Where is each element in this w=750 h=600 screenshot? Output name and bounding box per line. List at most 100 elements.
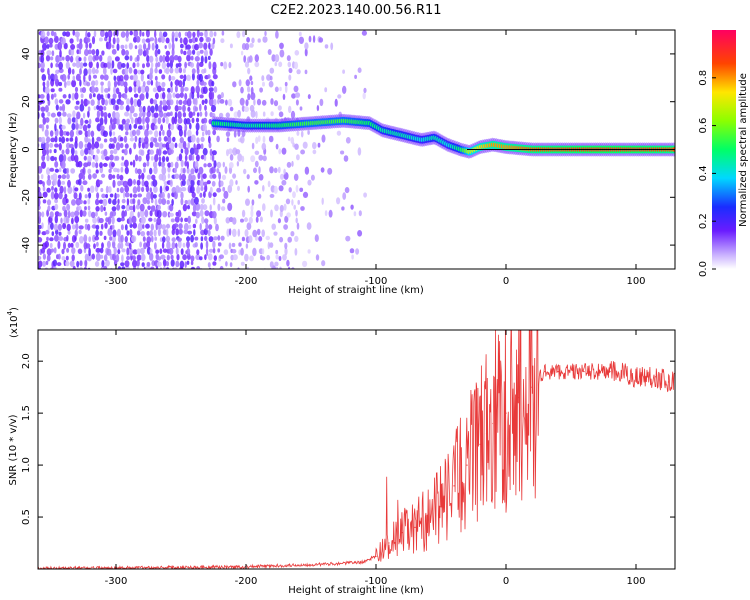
noise-cell: [79, 209, 84, 218]
noise-cell: [124, 44, 128, 49]
noise-cell: [173, 167, 177, 174]
noise-cell: [124, 111, 130, 117]
noise-cell: [70, 242, 74, 248]
noise-cell: [91, 67, 96, 75]
noise-cell: [271, 54, 276, 62]
noise-cell: [53, 148, 57, 154]
noise-cell: [98, 37, 103, 42]
noise-cell: [142, 197, 148, 205]
noise-cell: [71, 224, 76, 230]
noise-cell: [125, 30, 129, 38]
noise-cell: [112, 179, 116, 188]
noise-cell: [208, 87, 214, 92]
noise-cell: [148, 217, 153, 222]
noise-cell: [111, 44, 115, 49]
noise-cell: [87, 138, 91, 143]
noise-cell: [258, 174, 264, 181]
noise-cell: [138, 174, 142, 180]
noise-cell: [54, 123, 57, 132]
noise-cell: [116, 173, 120, 180]
noise-cell: [66, 80, 71, 86]
noise-cell: [58, 154, 64, 163]
noise-cell: [198, 166, 204, 175]
noise-cell: [126, 62, 130, 69]
noise-cell: [121, 198, 126, 204]
noise-cell: [46, 187, 51, 193]
noise-cell: [154, 198, 158, 206]
noise-cell: [115, 104, 119, 111]
noise-cell: [200, 55, 204, 64]
noise-cell: [273, 185, 278, 194]
noise-cell: [204, 98, 208, 105]
noise-cell: [208, 248, 214, 253]
noise-cell: [89, 185, 95, 193]
noise-cell: [278, 148, 282, 155]
noise-cell: [41, 154, 46, 162]
noise-cell: [211, 180, 216, 187]
noise-cell: [187, 142, 190, 149]
noise-cell: [83, 74, 86, 82]
noise-cell: [107, 112, 111, 119]
svg-text:(x104): (x104): [6, 307, 20, 338]
noise-cell: [75, 100, 80, 105]
noise-cell: [341, 206, 345, 211]
noise-cell: [48, 73, 51, 81]
noise-cell: [160, 35, 165, 44]
noise-cell: [102, 162, 108, 167]
noise-cell: [57, 223, 63, 231]
noise-cell: [198, 42, 203, 49]
noise-cell: [112, 37, 116, 45]
noise-cell: [159, 185, 163, 194]
noise-cell: [349, 248, 355, 254]
noise-cell: [191, 211, 197, 217]
noise-cell: [179, 260, 185, 269]
noise-cell: [200, 242, 204, 250]
snr-data-point: [505, 412, 507, 414]
x-tick-label: -300: [105, 576, 128, 587]
noise-cell: [175, 247, 179, 255]
noise-cell: [47, 174, 50, 180]
noise-cell: [116, 228, 121, 237]
noise-cell: [137, 193, 143, 198]
noise-cell: [157, 61, 161, 68]
noise-cell: [317, 142, 321, 148]
noise-cell: [74, 92, 79, 100]
noise-cell: [164, 55, 170, 63]
noise-cell: [240, 218, 244, 223]
noise-cell: [149, 149, 155, 155]
noise-cell: [88, 118, 92, 125]
noise-cell: [174, 173, 180, 180]
noise-cell: [183, 50, 187, 56]
noise-cell: [266, 74, 272, 81]
noise-cell: [229, 179, 234, 187]
noise-cell: [180, 217, 184, 223]
noise-cell: [161, 198, 167, 206]
noise-cell: [161, 155, 166, 163]
noise-cell: [119, 75, 124, 82]
noise-cell: [171, 31, 175, 39]
noise-cell: [293, 85, 299, 93]
noise-cell: [278, 256, 282, 261]
noise-cell: [65, 55, 71, 62]
noise-cell: [73, 192, 78, 200]
noise-cell: [142, 63, 145, 69]
snr-data-point: [485, 433, 488, 435]
noise-cell: [70, 168, 76, 174]
noise-cell: [139, 209, 145, 218]
noise-cell: [67, 179, 71, 188]
noise-cell: [150, 62, 154, 69]
noise-cell: [136, 129, 141, 136]
noise-cell: [128, 42, 133, 50]
noise-cell: [79, 38, 83, 44]
noise-cell: [42, 260, 47, 267]
noise-cell: [112, 253, 117, 261]
noise-cell: [60, 37, 66, 45]
noise-cell: [169, 204, 174, 212]
noise-cell: [72, 185, 76, 194]
noise-cell: [38, 211, 42, 218]
noise-cell: [170, 111, 173, 116]
noise-cell: [117, 61, 123, 70]
noise-cell: [54, 187, 58, 193]
noise-cell: [136, 179, 141, 186]
noise-cell: [179, 137, 184, 144]
